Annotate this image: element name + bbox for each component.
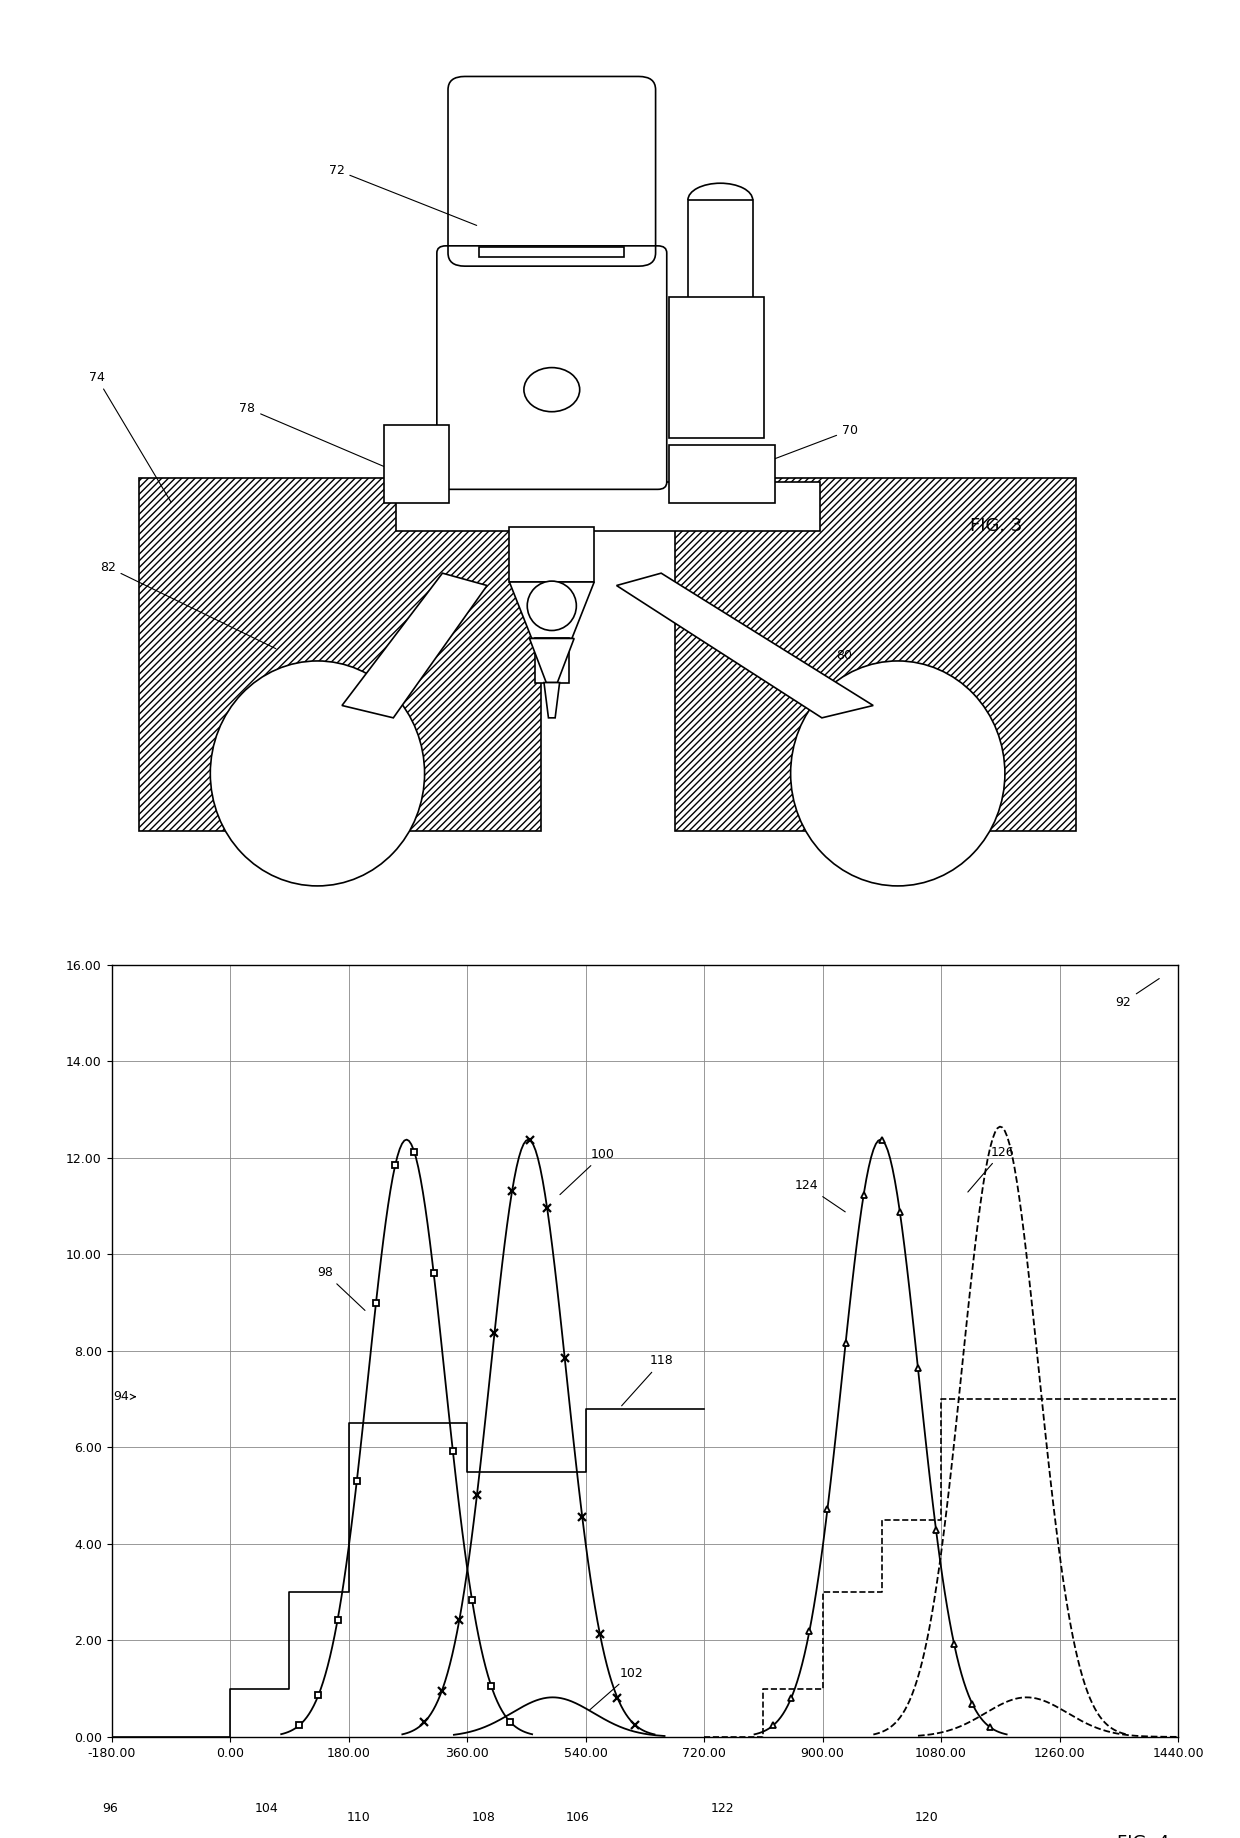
Text: 118: 118 xyxy=(621,1355,673,1406)
Text: 102: 102 xyxy=(589,1667,644,1709)
Text: 122: 122 xyxy=(711,1801,734,1814)
Text: 110: 110 xyxy=(346,1810,371,1825)
Bar xyxy=(384,425,449,502)
Text: 96: 96 xyxy=(103,1801,118,1814)
Text: 74: 74 xyxy=(89,371,171,502)
Text: 120: 120 xyxy=(915,1810,939,1825)
Polygon shape xyxy=(544,682,559,719)
Polygon shape xyxy=(616,573,873,719)
Text: 100: 100 xyxy=(560,1149,615,1195)
Text: 70: 70 xyxy=(740,425,858,472)
Bar xyxy=(675,478,1076,831)
Bar xyxy=(670,445,775,502)
FancyBboxPatch shape xyxy=(436,246,667,489)
Text: 92: 92 xyxy=(1116,978,1159,1009)
Bar xyxy=(510,528,594,583)
Bar xyxy=(670,298,764,437)
Text: FIG. 3: FIG. 3 xyxy=(971,516,1023,535)
Text: 126: 126 xyxy=(968,1145,1014,1193)
Ellipse shape xyxy=(527,581,577,630)
Bar xyxy=(396,482,820,531)
Text: 82: 82 xyxy=(100,561,275,649)
Text: 98: 98 xyxy=(317,1266,365,1310)
Text: 78: 78 xyxy=(239,403,387,469)
Text: 72: 72 xyxy=(329,164,476,226)
Text: 76: 76 xyxy=(677,460,693,472)
Ellipse shape xyxy=(211,662,424,886)
Polygon shape xyxy=(529,638,574,682)
Bar xyxy=(536,638,569,682)
Text: 124: 124 xyxy=(795,1180,846,1211)
Text: FIG. 4: FIG. 4 xyxy=(1117,1834,1169,1838)
Text: 94: 94 xyxy=(113,1390,135,1402)
Text: 106: 106 xyxy=(565,1810,589,1825)
Polygon shape xyxy=(510,583,594,638)
Bar xyxy=(688,200,753,301)
Bar xyxy=(480,246,625,257)
Ellipse shape xyxy=(791,662,1004,886)
Text: 104: 104 xyxy=(254,1801,278,1814)
Text: 108: 108 xyxy=(471,1810,496,1825)
Text: 80: 80 xyxy=(837,649,852,662)
Polygon shape xyxy=(342,573,487,719)
Circle shape xyxy=(525,368,580,412)
Bar xyxy=(139,478,541,831)
